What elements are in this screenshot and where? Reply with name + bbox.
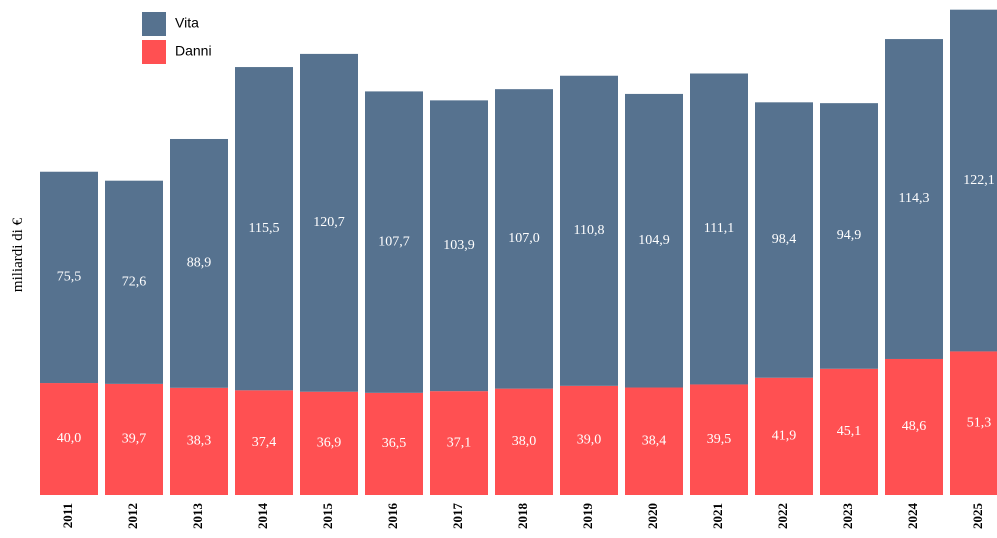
value-label: 110,8 [574, 223, 605, 238]
x-tick-label: 2017 [450, 503, 465, 530]
value-label: 94,9 [837, 228, 862, 243]
bar-segment [430, 391, 488, 495]
bar-segment [365, 91, 423, 393]
bar-segment [560, 385, 618, 495]
legend-swatch [142, 40, 166, 64]
value-label: 45,1 [837, 424, 862, 439]
bar-segment [755, 377, 813, 495]
x-tick-label: 2020 [645, 503, 660, 529]
bar-segment [430, 100, 488, 392]
bar-segment [105, 383, 163, 495]
bar-segment [885, 39, 943, 359]
value-label: 104,9 [638, 233, 670, 248]
value-label: 41,9 [772, 429, 797, 444]
x-tick-label: 2013 [190, 503, 205, 530]
bar-segment [495, 89, 553, 389]
value-label: 39,5 [707, 432, 732, 447]
bar-segment [820, 368, 878, 495]
bar-segment [885, 358, 943, 495]
value-label: 51,3 [967, 415, 992, 430]
x-tick-label: 2024 [905, 503, 920, 530]
x-tick-label: 2019 [580, 503, 595, 530]
value-label: 120,7 [313, 215, 345, 230]
value-label: 88,9 [187, 256, 212, 271]
legend-swatch [142, 12, 166, 36]
bar-segment [40, 171, 98, 384]
bar-segment [365, 392, 423, 495]
value-label: 36,9 [317, 436, 342, 451]
x-tick-label: 2018 [515, 503, 530, 530]
x-tick-label: 2021 [710, 503, 725, 529]
bar-segment [105, 180, 163, 384]
bar-segment [625, 387, 683, 495]
value-label: 39,7 [122, 432, 147, 447]
x-tick-label: 2011 [60, 503, 75, 528]
value-label: 37,4 [252, 435, 277, 450]
value-label: 103,9 [443, 238, 475, 253]
bar-segment [300, 53, 358, 392]
value-label: 38,3 [187, 434, 212, 449]
bar-segment [560, 75, 618, 386]
value-label: 98,4 [772, 232, 797, 247]
value-label: 48,6 [902, 419, 927, 434]
bar-segment [820, 103, 878, 369]
x-tick-label: 2012 [125, 503, 140, 529]
bar-segment [170, 138, 228, 388]
bar-segment [950, 351, 997, 495]
x-tick-label: 2014 [255, 503, 270, 530]
value-label: 107,0 [508, 231, 540, 246]
y-axis-label: miliardi di € [10, 217, 26, 292]
value-label: 40,0 [57, 431, 82, 446]
bar-segment [300, 391, 358, 495]
x-tick-label: 2016 [385, 503, 400, 530]
value-label: 75,5 [57, 270, 82, 285]
bar-segment [690, 384, 748, 495]
value-label: 38,0 [512, 434, 537, 449]
bar-segment [235, 390, 293, 495]
value-label: 122,1 [963, 173, 995, 188]
value-label: 37,1 [447, 435, 472, 450]
value-label: 111,1 [704, 221, 734, 236]
value-label: 36,5 [382, 436, 407, 451]
bar-segment [755, 102, 813, 378]
bar-segment [950, 9, 997, 352]
bar-segment [625, 93, 683, 388]
value-label: 38,4 [642, 433, 667, 448]
x-tick-label: 2015 [320, 503, 335, 530]
legend-label: Vita [175, 15, 199, 31]
bar-segment [495, 388, 553, 495]
legend-label: Danni [175, 43, 212, 59]
value-label: 115,5 [249, 221, 280, 236]
bar-segment [235, 67, 293, 391]
bar-segment [170, 387, 228, 495]
value-label: 39,0 [577, 433, 602, 448]
x-tick-label: 2025 [970, 503, 985, 530]
value-label: 114,3 [899, 191, 930, 206]
x-tick-label: 2022 [775, 503, 790, 529]
value-label: 72,6 [122, 275, 147, 290]
value-label: 107,7 [378, 234, 410, 249]
bar-segment [690, 73, 748, 385]
x-tick-label: 2023 [840, 503, 855, 530]
bar-segment [40, 383, 98, 495]
